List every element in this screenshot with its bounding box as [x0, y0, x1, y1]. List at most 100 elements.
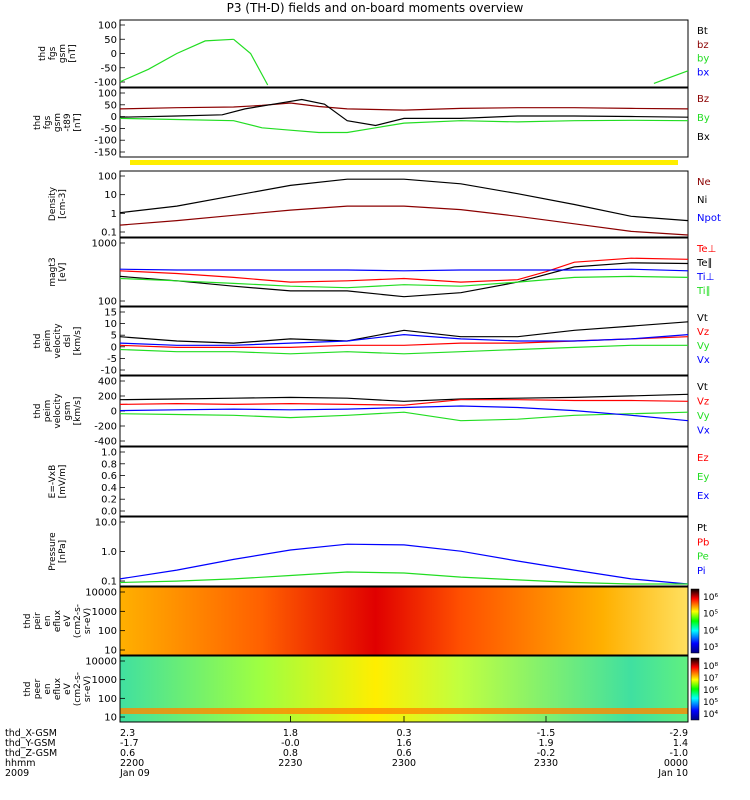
series-line-by [119, 38, 234, 83]
y-tick-label: 100 [98, 172, 117, 183]
series-line-Vt [119, 321, 689, 344]
legend-entry: Bt [697, 26, 708, 37]
panel-frame [119, 516, 689, 587]
y-tick-label: 1.0 [101, 448, 117, 459]
y-tick-label: -10 [101, 366, 117, 377]
colorbar-label: 10⁸ [703, 662, 718, 672]
y-tick-label: 0.4 [101, 483, 117, 494]
series-line-Te∥ [119, 262, 689, 298]
legend-entry: Vz [697, 397, 709, 408]
x-tick-value: 0.6 [396, 748, 411, 759]
legend-entry: bz [697, 40, 709, 51]
y-axis-label: gsm [58, 44, 68, 63]
y-tick-label: 1 [111, 209, 117, 220]
legend-entry: Npot [697, 213, 721, 224]
x-row-label: thd_Z-GSM [5, 748, 57, 759]
y-tick-label: 10.0 [95, 518, 117, 529]
y-axis-label: fgs [43, 115, 53, 129]
y-axis-label: [nT] [73, 113, 83, 131]
series-line-Vy [119, 411, 689, 422]
y-tick-label: 0 [111, 407, 117, 418]
series-line-by [653, 70, 689, 84]
colorbar [690, 657, 700, 721]
colorbar [690, 588, 700, 654]
panel-ele_spec: 10⁸ 10⁷ 10⁶ 10⁵ 10⁴ 10000 1000 100 10 thd peer en ef… [23, 655, 718, 724]
legend-entry: Pb [697, 537, 709, 548]
y-tick-label: 10 [104, 713, 117, 724]
x-tick-value: -1.7 [120, 738, 139, 749]
x-tick-value: Jan 10 [657, 768, 688, 779]
x-tick-value: -0.2 [537, 748, 556, 759]
legend-entry: Pt [697, 523, 707, 534]
series-group-fgs [119, 38, 689, 86]
y-tick-label: 0 [111, 49, 117, 60]
panel-frame [119, 237, 689, 307]
series-group-temp [119, 257, 689, 298]
colorbar-label: 10³ [703, 643, 718, 653]
y-axis-label: [eV] [58, 263, 68, 282]
y-tick-label: 10000 [85, 657, 117, 668]
page-title: P3 (TH-D) fields and on-board moments ov… [226, 1, 524, 15]
y-tick-label: 0.2 [101, 495, 117, 506]
legend-entry: Ex [697, 491, 709, 502]
y-tick-label: 100 [98, 89, 117, 100]
y-tick-label: 1000 [92, 675, 117, 686]
legend-entry: Pe [697, 552, 709, 563]
series-group-fgs2 [119, 98, 689, 134]
y-tick-label: 10 [104, 646, 117, 657]
series-line-Vy [119, 344, 688, 355]
status-bar [130, 160, 678, 165]
y-tick-label: 0.1 [101, 228, 117, 239]
y-tick-label: 0 [111, 112, 117, 123]
y-axis-label: peim [43, 400, 53, 423]
panel-frame [119, 446, 689, 517]
x-row-label: thd_X-GSM [5, 728, 57, 739]
panel-iesa_vel: 400 200 0 -200 -400 thd peim velocity gsm [km/s] V… [33, 375, 710, 448]
x-tick-value: 0.6 [120, 748, 135, 759]
legend-entry: Vx [697, 426, 710, 437]
x-tick-value: -2.9 [669, 728, 688, 739]
y-axis-label: [nPa] [58, 540, 68, 563]
x-tick-value: 2300 [392, 758, 416, 769]
legend-entry: Ti⊥ [696, 272, 714, 283]
y-tick-label: 10 [104, 190, 117, 201]
y-tick-label: 0.8 [101, 459, 117, 470]
x-tick-value: 0.8 [283, 748, 298, 759]
y-axis-label: thd [23, 614, 33, 629]
x-tick-value: 2200 [120, 758, 144, 769]
legend-entry: Te∥ [696, 258, 713, 269]
y-axis-label: eV [63, 682, 73, 695]
y-axis-label: thd [33, 115, 43, 130]
series-line-Pi [119, 543, 689, 585]
y-tick-label: 1000 [92, 239, 117, 250]
series-line-Vx [119, 333, 689, 346]
colorbar-label: 10⁷ [703, 674, 718, 684]
panel-fgs: 100 50 0 -50 -100 thd fgs gsm [nT] Bt bz by bx [38, 19, 709, 89]
x-tick-value: 1.8 [283, 728, 298, 739]
y-tick-label: 1.0 [101, 547, 117, 558]
legend-entry: Ni [697, 195, 707, 206]
x-row-label: hhmm [5, 758, 36, 769]
series-line-By [119, 117, 689, 134]
legend-entry: Bz [697, 94, 709, 105]
y-tick-label: 100 [98, 694, 117, 705]
y-axis-label: [mV/m] [58, 465, 68, 499]
y-axis-label: sr-eV) [83, 608, 93, 634]
y-tick-label: 10 [104, 319, 117, 330]
y-axis-label: [km/s] [73, 397, 83, 426]
y-tick-label: 0.6 [101, 471, 117, 482]
series-line-Ni [119, 178, 689, 222]
y-tick-label: 100 [98, 21, 117, 32]
series-line-Pe [119, 571, 688, 585]
y-axis-label: thd [38, 46, 48, 61]
colorbar-label: 10⁵ [703, 698, 718, 708]
spectrogram-image [120, 587, 688, 655]
panel-frame [119, 586, 689, 656]
colorbar-label: 10⁴ [703, 710, 718, 720]
y-axis-label: velocity [53, 323, 63, 359]
y-axis-label: gsm [53, 113, 63, 132]
x-tick-value: Jan 09 [119, 768, 150, 779]
y-axis-label: thd [23, 682, 33, 697]
